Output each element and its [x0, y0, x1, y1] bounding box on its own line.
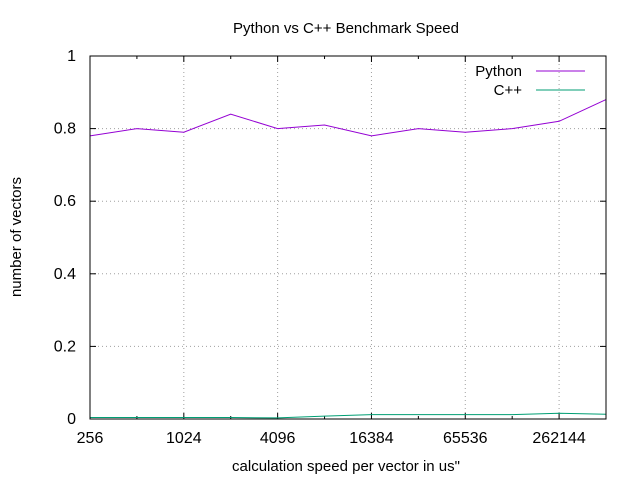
y-tick-label: 0.2	[54, 338, 76, 355]
x-tick-label: 16384	[349, 430, 394, 447]
series-lines	[89, 99, 607, 419]
plot-frame	[89, 55, 607, 420]
x-tick-label: 262144	[532, 430, 585, 447]
legend-label: C++	[494, 82, 523, 99]
y-tick-label: 1	[67, 48, 76, 65]
y-axis-label: number of vectors	[8, 177, 25, 297]
legend: Python C++	[475, 63, 585, 99]
tick-labels: 0 0.2 0.4 0.6 0.8 1 256 1024 4096 16384 65536 26214…	[54, 48, 586, 447]
grid-lines	[90, 56, 606, 419]
x-tick-label: 1024	[166, 430, 202, 447]
series-line-python	[89, 99, 607, 137]
y-tick-label: 0.6	[54, 193, 76, 210]
chart-title: Python vs C++ Benchmark Speed	[233, 20, 459, 37]
y-tick-label: 0.4	[54, 266, 76, 283]
y-tick-label: 0.8	[54, 121, 76, 138]
legend-label: Python	[475, 63, 522, 80]
x-axis-label: calculation speed per vector in us"	[232, 458, 460, 475]
axis-ticks	[89, 55, 606, 420]
x-tick-label: 65536	[443, 430, 488, 447]
series-line-c-	[90, 412, 607, 419]
x-tick-label: 256	[77, 430, 104, 447]
y-tick-label: 0	[67, 411, 76, 428]
x-tick-label: 4096	[260, 430, 296, 447]
